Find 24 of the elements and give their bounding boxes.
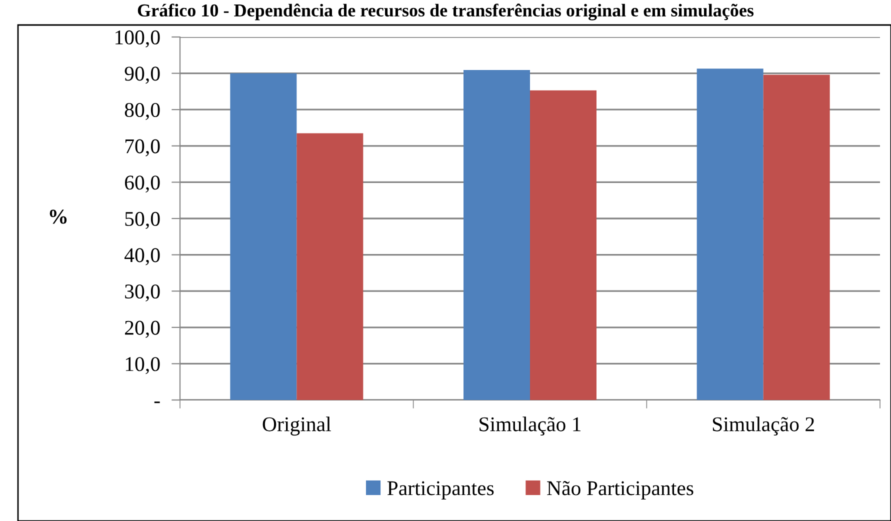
chart-title: Gráfico 10 - Dependência de recursos de transferências original e em simulações — [138, 4, 754, 20]
bar — [230, 73, 297, 400]
bar — [696, 68, 764, 400]
y-tick-label: 90,0 — [124, 66, 160, 84]
bar — [464, 70, 530, 400]
y-tick-label: 70,0 — [125, 139, 160, 156]
bar — [296, 133, 364, 400]
y-tick-label: 30,0 — [125, 284, 160, 302]
y-tick-label: - — [154, 402, 160, 404]
legend-label: Não Participantes — [547, 481, 694, 500]
x-tick-label: Simulação 1 — [480, 416, 581, 436]
y-tick-label: 50,0 — [125, 212, 160, 229]
y-axis-title: % — [50, 210, 67, 224]
bar — [763, 74, 830, 400]
x-tick-label: Simulação 2 — [712, 416, 814, 436]
bar — [530, 90, 596, 400]
y-tick-label: 60,0 — [124, 176, 160, 193]
y-tick-label: 10,0 — [126, 357, 160, 374]
y-tick-label: 80,0 — [124, 102, 160, 120]
x-tick-label: Original — [262, 416, 331, 436]
y-tick-label: 40,0 — [124, 248, 160, 266]
y-tick-label: 20,0 — [125, 320, 160, 338]
legend-label: Participantes — [387, 481, 494, 500]
y-tick-label: 100,0 — [116, 30, 160, 48]
